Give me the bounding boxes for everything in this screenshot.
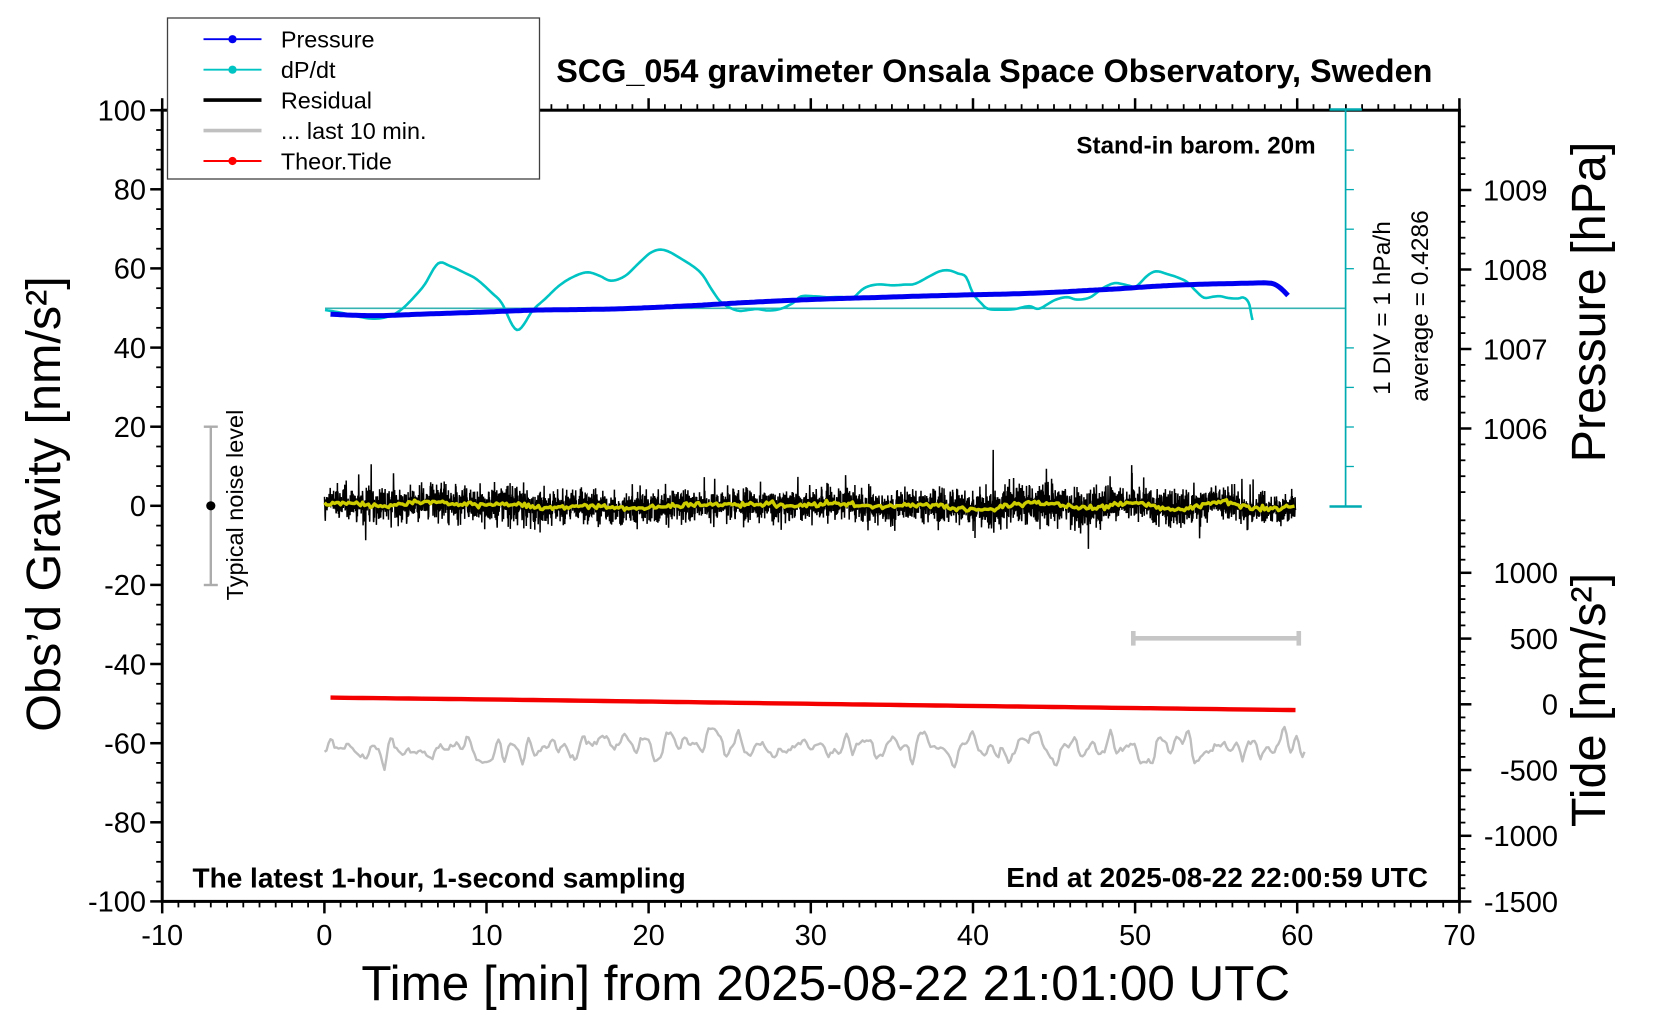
svg-text:-40: -40 xyxy=(104,649,146,681)
svg-text:500: 500 xyxy=(1510,624,1558,656)
svg-text:Tide [nm/s²]: Tide [nm/s²] xyxy=(1562,573,1616,827)
svg-text:0: 0 xyxy=(130,491,146,523)
svg-text:20: 20 xyxy=(633,920,665,952)
svg-text:0: 0 xyxy=(316,920,332,952)
svg-text:Obs’d Gravity [nm/s²]: Obs’d Gravity [nm/s²] xyxy=(17,276,71,731)
svg-text:... last 10 min.: ... last 10 min. xyxy=(281,118,427,144)
svg-text:40: 40 xyxy=(114,333,146,365)
svg-text:1 DIV = 1 hPa/h: 1 DIV = 1 hPa/h xyxy=(1369,221,1396,395)
svg-text:-100: -100 xyxy=(88,887,146,919)
svg-text:100: 100 xyxy=(98,96,146,128)
svg-text:30: 30 xyxy=(795,920,827,952)
svg-text:The latest 1-hour, 1-second sa: The latest 1-hour, 1-second sampling xyxy=(193,863,686,894)
svg-text:0: 0 xyxy=(1542,690,1558,722)
svg-text:20: 20 xyxy=(114,412,146,444)
svg-text:40: 40 xyxy=(957,920,989,952)
svg-text:-1500: -1500 xyxy=(1484,887,1558,919)
svg-text:-20: -20 xyxy=(104,570,146,602)
svg-text:average = 0.4286: average = 0.4286 xyxy=(1407,210,1434,401)
svg-text:Typical noise level: Typical noise level xyxy=(222,410,248,601)
svg-text:-1000: -1000 xyxy=(1484,821,1558,853)
svg-text:-60: -60 xyxy=(104,728,146,760)
svg-text:Pressure [hPa]: Pressure [hPa] xyxy=(1562,142,1616,463)
svg-text:SCG_054 gravimeter Onsala Spac: SCG_054 gravimeter Onsala Space Observat… xyxy=(556,53,1432,89)
svg-text:-500: -500 xyxy=(1500,755,1558,787)
svg-text:50: 50 xyxy=(1119,920,1151,952)
svg-text:1007: 1007 xyxy=(1483,334,1548,366)
svg-text:1006: 1006 xyxy=(1483,414,1548,446)
svg-text:dP/dt: dP/dt xyxy=(281,57,336,83)
svg-text:70: 70 xyxy=(1443,920,1475,952)
svg-text:Pressure: Pressure xyxy=(281,27,375,53)
svg-text:10: 10 xyxy=(470,920,502,952)
svg-text:-10: -10 xyxy=(141,920,183,952)
svg-text:1000: 1000 xyxy=(1493,558,1558,590)
svg-text:1009: 1009 xyxy=(1483,175,1548,207)
svg-text:End at 2025-08-22 22:00:59 UTC: End at 2025-08-22 22:00:59 UTC xyxy=(1006,862,1428,893)
svg-text:60: 60 xyxy=(1281,920,1313,952)
svg-text:Stand-in barom. 20m: Stand-in barom. 20m xyxy=(1076,132,1315,159)
svg-text:Residual: Residual xyxy=(281,87,372,113)
svg-text:-80: -80 xyxy=(104,808,146,840)
svg-text:Theor.Tide: Theor.Tide xyxy=(281,148,392,174)
svg-text:80: 80 xyxy=(114,175,146,207)
svg-text:60: 60 xyxy=(114,254,146,286)
svg-text:1008: 1008 xyxy=(1483,255,1548,287)
svg-text:Time [min] from 2025-08-22 21:: Time [min] from 2025-08-22 21:01:00 UTC xyxy=(361,956,1290,1011)
